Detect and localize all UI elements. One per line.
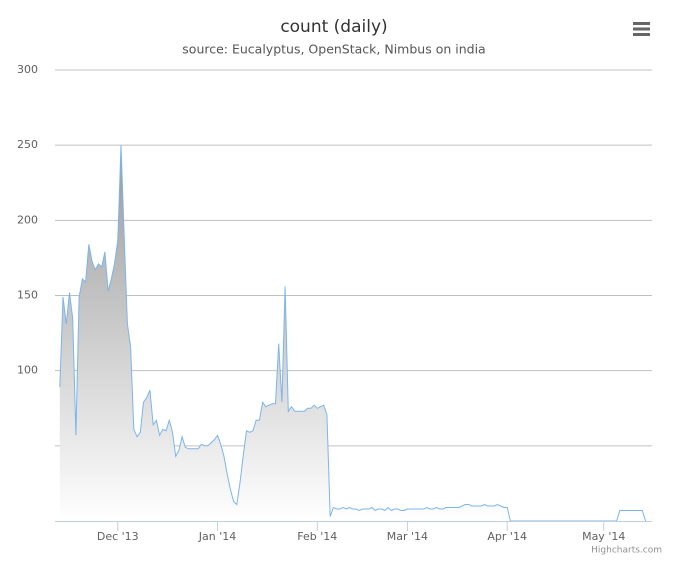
- x-tick-label: Feb '14: [297, 530, 337, 543]
- y-tick-label: 300: [17, 63, 38, 76]
- menu-icon: [633, 22, 650, 36]
- x-tick-label: Dec '13: [97, 530, 139, 543]
- y-tick-label: 150: [17, 289, 38, 302]
- x-tick-label: Jan '14: [198, 530, 236, 543]
- y-tick-label: 100: [17, 364, 38, 377]
- menu-button[interactable]: [630, 18, 654, 40]
- chart-subtitle: source: Eucalyptus, OpenStack, Nimbus on…: [182, 42, 485, 57]
- y-tick-label: 250: [17, 138, 38, 151]
- x-tick-label: Apr '14: [487, 530, 527, 543]
- x-tick-label: Mar '14: [387, 530, 428, 543]
- area-fill: [59, 145, 646, 521]
- credits[interactable]: Highcharts.com: [591, 546, 662, 556]
- y-tick-label: 200: [17, 213, 38, 226]
- x-tick-label: May '14: [582, 530, 625, 543]
- chart-title: count (daily): [280, 17, 387, 37]
